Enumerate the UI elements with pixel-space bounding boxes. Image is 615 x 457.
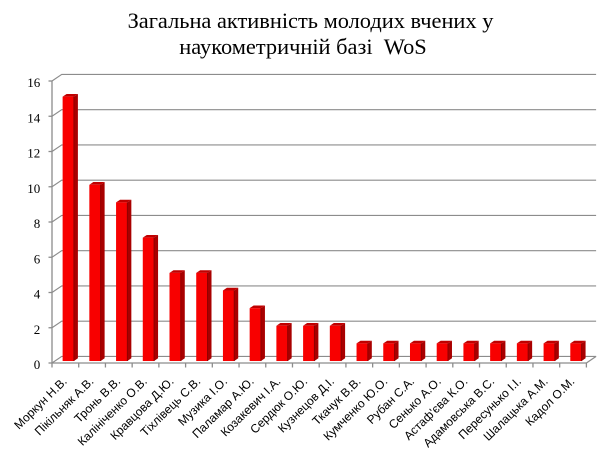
svg-text:14: 14 bbox=[27, 110, 41, 125]
svg-text:16: 16 bbox=[27, 75, 41, 90]
svg-text:2: 2 bbox=[34, 322, 41, 337]
svg-text:6: 6 bbox=[34, 251, 41, 266]
svg-text:4: 4 bbox=[34, 287, 41, 302]
svg-text:Загальна активність молодих вч: Загальна активність молодих вчених у bbox=[128, 8, 495, 33]
svg-text:наукометричній базі WoS: наукометричній базі WoS bbox=[179, 34, 426, 59]
svg-text:10: 10 bbox=[27, 181, 40, 196]
svg-text:0: 0 bbox=[34, 357, 41, 372]
svg-text:12: 12 bbox=[27, 146, 40, 161]
svg-text:8: 8 bbox=[34, 216, 41, 231]
